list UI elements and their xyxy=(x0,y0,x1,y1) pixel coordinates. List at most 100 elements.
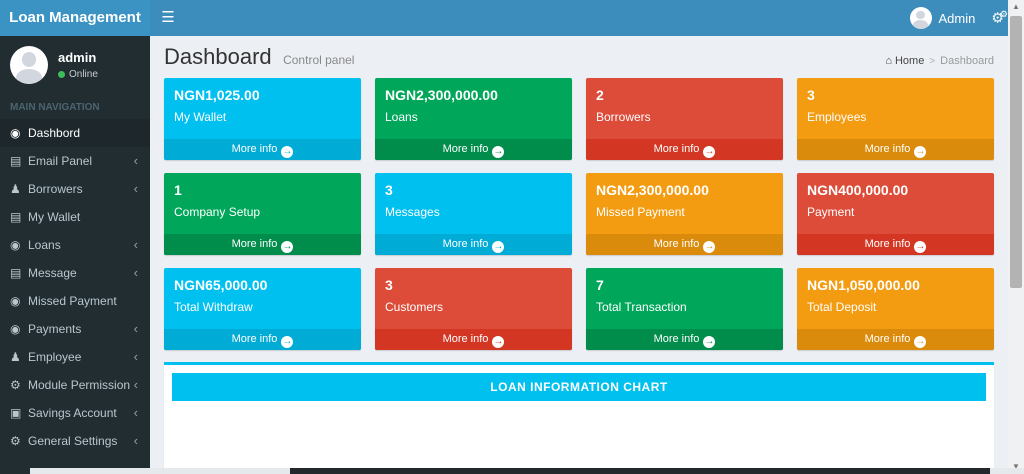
main-content: Dashboard Control panel ⌂ Home > Dashboa… xyxy=(150,36,1008,474)
more-info-link[interactable]: More info → xyxy=(164,329,361,350)
stat-box-value: 3 xyxy=(385,182,393,198)
home-icon: ⌂ xyxy=(885,55,892,67)
stat-box-borrowers: 2 Borrowers More info → xyxy=(586,78,783,160)
gauge-icon: ◉ xyxy=(10,238,21,252)
stat-box-total-withdraw: NGN65,000.00 Total Withdraw More info → xyxy=(164,268,361,350)
horizontal-scrollbar[interactable] xyxy=(0,468,1024,474)
arrow-circle-right-icon: → xyxy=(492,241,505,253)
stat-box-value: NGN1,050,000.00 xyxy=(807,277,920,293)
stat-box-value: NGN400,000.00 xyxy=(807,182,909,198)
top-navbar: Loan Management ☰ Admin ⚙⚙ xyxy=(0,0,1024,36)
content-header: Dashboard Control panel ⌂ Home > Dashboa… xyxy=(150,36,1008,74)
arrow-circle-right-icon: → xyxy=(914,336,927,348)
more-info-link[interactable]: More info → xyxy=(586,329,783,350)
chevron-left-icon: ‹ xyxy=(133,405,138,420)
stat-box-value: 1 xyxy=(174,182,182,198)
sidebar-item-dashbord[interactable]: ◉ Dashbord xyxy=(0,119,150,147)
stat-box-label: Company Setup xyxy=(174,205,261,219)
arrow-circle-right-icon: → xyxy=(914,241,927,253)
scroll-down-arrow[interactable]: ▼ xyxy=(1012,462,1020,471)
sidebar-item-savings-account[interactable]: ▣ Savings Account ‹ xyxy=(0,399,150,427)
more-info-link[interactable]: More info → xyxy=(586,139,783,160)
sidebar-item-label: Employee xyxy=(28,350,82,364)
more-info-link[interactable]: More info → xyxy=(375,234,572,255)
stat-box-label: Borrowers xyxy=(596,110,651,124)
gauge-icon: ◉ xyxy=(10,322,21,336)
cogs-icon: ⚙ xyxy=(10,378,21,392)
sidebar-item-label: Email Panel xyxy=(28,154,93,168)
arrow-circle-right-icon: → xyxy=(492,336,505,348)
app-logo[interactable]: Loan Management xyxy=(0,0,150,36)
chevron-left-icon: ‹ xyxy=(133,153,138,168)
chevron-left-icon: ‹ xyxy=(133,321,138,336)
stat-box-value: 2 xyxy=(596,87,604,103)
vertical-scrollbar-thumb[interactable] xyxy=(1010,16,1022,288)
sidebar-item-general-settings[interactable]: ⚙ General Settings ‹ xyxy=(0,427,150,455)
more-info-link[interactable]: More info → xyxy=(797,139,994,160)
chevron-left-icon: ‹ xyxy=(133,433,138,448)
more-info-link[interactable]: More info → xyxy=(164,139,361,160)
sidebar-item-label: Dashbord xyxy=(28,126,81,140)
vertical-scrollbar[interactable]: ▲ ▼ xyxy=(1008,0,1024,474)
page-title: Dashboard xyxy=(164,44,272,69)
stat-box-total-transaction: 7 Total Transaction More info → xyxy=(586,268,783,350)
arrow-circle-right-icon: → xyxy=(281,336,294,348)
sidebar-toggle-button[interactable]: ☰ xyxy=(150,0,186,36)
online-dot-icon xyxy=(58,71,65,78)
stat-box-my-wallet: NGN1,025.00 My Wallet More info → xyxy=(164,78,361,160)
breadcrumb: ⌂ Home > Dashboard xyxy=(885,55,994,67)
sidebar-user-name: admin xyxy=(58,50,97,65)
stat-box-label: My Wallet xyxy=(174,110,227,124)
more-info-link[interactable]: More info → xyxy=(164,234,361,255)
sidebar-item-loans[interactable]: ◉ Loans ‹ xyxy=(0,231,150,259)
stat-box-label: Missed Payment xyxy=(596,205,685,219)
gauge-icon: ◉ xyxy=(10,126,21,140)
stat-box-employees: 3 Employees More info → xyxy=(797,78,994,160)
arrow-circle-right-icon: → xyxy=(703,241,716,253)
breadcrumb-home-link[interactable]: ⌂ Home xyxy=(885,55,925,67)
sidebar-item-my-wallet[interactable]: ▤ My Wallet xyxy=(0,203,150,231)
sidebar-item-email-panel[interactable]: ▤ Email Panel ‹ xyxy=(0,147,150,175)
stat-boxes-grid: NGN1,025.00 My Wallet More info → NGN2,30… xyxy=(150,74,1008,350)
more-info-link[interactable]: More info → xyxy=(586,234,783,255)
sidebar-item-module-permission[interactable]: ⚙ Module Permission ‹ xyxy=(0,371,150,399)
more-info-link[interactable]: More info → xyxy=(375,329,572,350)
stat-box-value: 3 xyxy=(385,277,393,293)
stat-box-label: Loans xyxy=(385,110,418,124)
arrow-circle-right-icon: → xyxy=(281,146,294,158)
user-menu[interactable]: Admin xyxy=(909,7,975,29)
sidebar-item-label: Payments xyxy=(28,322,82,336)
sidebar-item-message[interactable]: ▤ Message ‹ xyxy=(0,259,150,287)
sidebar-item-label: Loans xyxy=(28,238,61,252)
sidebar-item-employee[interactable]: ♟ Employee ‹ xyxy=(0,343,150,371)
stat-box-value: NGN2,300,000.00 xyxy=(596,182,709,198)
sidebar-item-missed-payment[interactable]: ◉ Missed Payment xyxy=(0,287,150,315)
chevron-left-icon: ‹ xyxy=(133,181,138,196)
more-info-link[interactable]: More info → xyxy=(375,139,572,160)
stat-box-company-setup: 1 Company Setup More info → xyxy=(164,173,361,255)
stat-box-label: Total Transaction xyxy=(596,300,687,314)
scroll-up-arrow[interactable]: ▲ xyxy=(1012,2,1020,11)
user-avatar xyxy=(909,7,932,29)
sidebar-item-payments[interactable]: ◉ Payments ‹ xyxy=(0,315,150,343)
gear-icon: ⚙ xyxy=(10,434,21,448)
gears-icon[interactable]: ⚙⚙ xyxy=(991,9,1008,26)
horizontal-scrollbar-thumb[interactable] xyxy=(290,468,990,474)
stat-box-messages: 3 Messages More info → xyxy=(375,173,572,255)
arrow-circle-right-icon: → xyxy=(703,336,716,348)
more-info-link[interactable]: More info → xyxy=(797,329,994,350)
gauge-icon: ◉ xyxy=(10,294,21,308)
arrow-circle-right-icon: → xyxy=(281,241,294,253)
sidebar-item-borrowers[interactable]: ♟ Borrowers ‹ xyxy=(0,175,150,203)
page-subtitle: Control panel xyxy=(283,53,355,67)
stat-box-value: NGN65,000.00 xyxy=(174,277,268,293)
breadcrumb-separator: > xyxy=(929,55,936,67)
more-info-link[interactable]: More info → xyxy=(797,234,994,255)
chevron-left-icon: ‹ xyxy=(133,349,138,364)
savings-icon: ▣ xyxy=(10,406,22,420)
sidebar-section-label: MAIN NAVIGATION xyxy=(10,102,100,113)
stat-box-label: Employees xyxy=(807,110,867,124)
chevron-left-icon: ‹ xyxy=(133,265,138,280)
arrow-circle-right-icon: → xyxy=(492,146,505,158)
stat-box-label: Messages xyxy=(385,205,440,219)
